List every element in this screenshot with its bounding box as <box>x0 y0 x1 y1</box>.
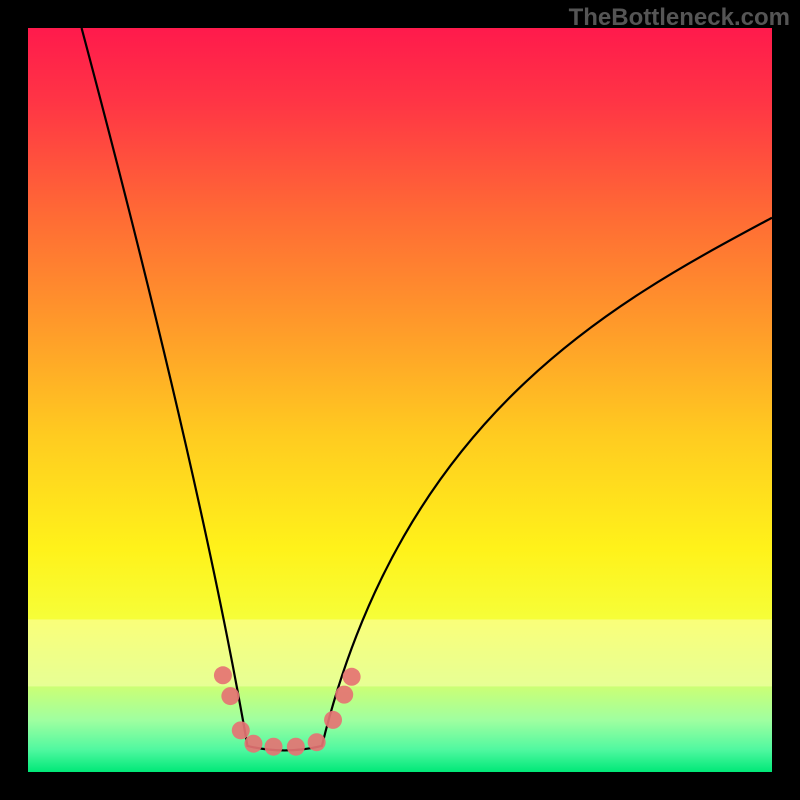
bottleneck-curve-chart <box>0 0 800 800</box>
chart-frame: TheBottleneck.com <box>0 0 800 800</box>
data-marker-4 <box>265 738 283 756</box>
highlight-band <box>28 619 772 686</box>
data-marker-3 <box>244 735 262 753</box>
data-marker-1 <box>221 687 239 705</box>
data-marker-0 <box>214 666 232 684</box>
data-marker-8 <box>335 686 353 704</box>
watermark-text: TheBottleneck.com <box>569 4 790 32</box>
data-marker-5 <box>287 738 305 756</box>
data-marker-2 <box>232 721 250 739</box>
data-marker-9 <box>343 668 361 686</box>
data-marker-7 <box>324 711 342 729</box>
data-marker-6 <box>308 733 326 751</box>
